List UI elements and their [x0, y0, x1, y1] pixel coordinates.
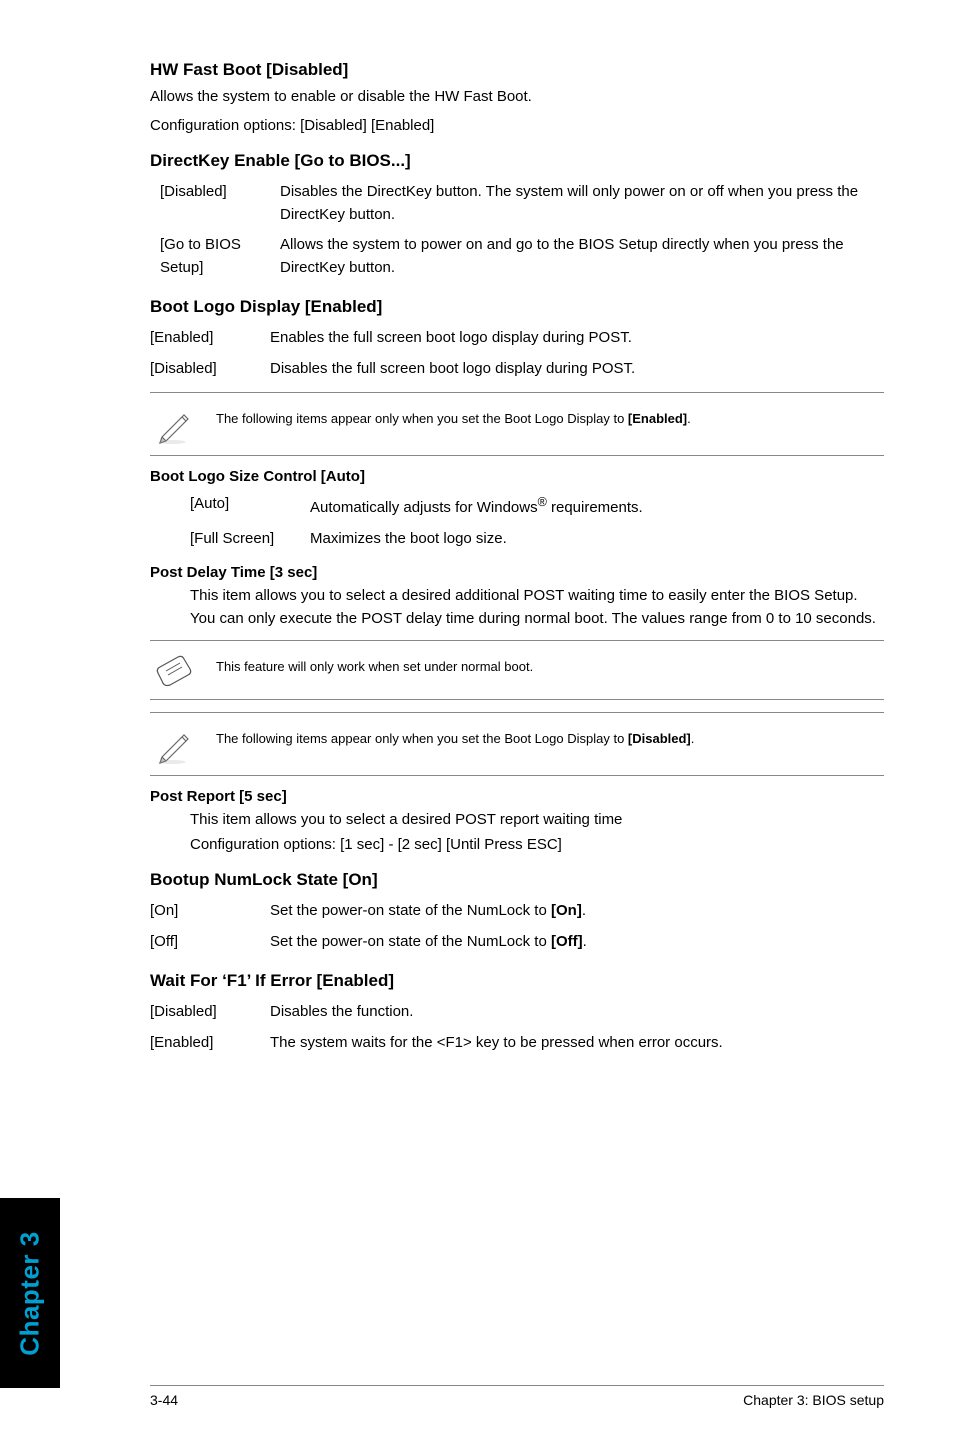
note-pencil: The following items appear only when you…	[150, 712, 884, 776]
table-row: [On] Set the power-on state of the NumLo…	[150, 896, 884, 927]
option-table: [Disabled] Disables the function. [Enabl…	[150, 997, 884, 1058]
pencil-icon	[150, 723, 200, 765]
table-row: [Full Screen] Maximizes the boot logo si…	[190, 524, 884, 555]
page-number: 3-44	[150, 1392, 178, 1408]
option-key: [Disabled]	[150, 354, 270, 385]
section-title: HW Fast Boot [Disabled]	[150, 60, 884, 80]
option-table: [On] Set the power-on state of the NumLo…	[150, 896, 884, 957]
body-text: Configuration options: [Disabled] [Enabl…	[150, 115, 884, 138]
option-value: Allows the system to power on and go to …	[280, 230, 884, 283]
hand-icon	[150, 651, 200, 689]
option-table: [Enabled] Enables the full screen boot l…	[150, 323, 884, 384]
option-value: Set the power-on state of the NumLock to…	[270, 896, 884, 927]
table-row: [Disabled] Disables the function.	[150, 997, 884, 1028]
table-row: [Enabled] Enables the full screen boot l…	[150, 323, 884, 354]
note-pencil: The following items appear only when you…	[150, 392, 884, 456]
section-title: Boot Logo Display [Enabled]	[150, 297, 884, 317]
pencil-icon	[150, 403, 200, 445]
table-row: [Auto] Automatically adjusts for Windows…	[190, 489, 884, 524]
table-row: [Off] Set the power-on state of the NumL…	[150, 927, 884, 958]
option-key: [Enabled]	[150, 1028, 270, 1059]
subsection-title: Boot Logo Size Control [Auto]	[150, 468, 884, 485]
body-text: This item allows you to select a desired…	[190, 809, 884, 832]
option-key: [Go to BIOS Setup]	[150, 230, 280, 283]
section-title: Wait For ‘F1’ If Error [Enabled]	[150, 971, 884, 991]
table-row: [Disabled] Disables the DirectKey button…	[150, 177, 884, 230]
option-key: [Off]	[150, 927, 270, 958]
option-key: [Full Screen]	[190, 524, 310, 555]
note-text: The following items appear only when you…	[216, 403, 691, 429]
option-value: Automatically adjusts for Windows® requi…	[310, 489, 884, 524]
option-value: Disables the full screen boot logo displ…	[270, 354, 884, 385]
option-key: [Auto]	[190, 489, 310, 524]
note-text: This feature will only work when set und…	[216, 651, 533, 677]
option-value: Disables the DirectKey button. The syste…	[280, 177, 884, 230]
page-footer: 3-44 Chapter 3: BIOS setup	[150, 1385, 884, 1408]
footer-title: Chapter 3: BIOS setup	[743, 1392, 884, 1408]
table-row: [Disabled] Disables the full screen boot…	[150, 354, 884, 385]
option-key: [On]	[150, 896, 270, 927]
option-key: [Enabled]	[150, 323, 270, 354]
option-value: Enables the full screen boot logo displa…	[270, 323, 884, 354]
option-key: [Disabled]	[150, 177, 280, 230]
option-table: [Disabled] Disables the DirectKey button…	[150, 177, 884, 283]
table-row: [Go to BIOS Setup] Allows the system to …	[150, 230, 884, 283]
option-value: Set the power-on state of the NumLock to…	[270, 927, 884, 958]
table-row: [Enabled] The system waits for the <F1> …	[150, 1028, 884, 1059]
subsection-title: Post Delay Time [3 sec]	[150, 564, 884, 581]
option-value: Disables the function.	[270, 997, 884, 1028]
body-text: Configuration options: [1 sec] - [2 sec]…	[190, 834, 884, 857]
chapter-tab: Chapter 3	[0, 1198, 60, 1388]
section-title: Bootup NumLock State [On]	[150, 870, 884, 890]
chapter-tab-label: Chapter 3	[15, 1231, 46, 1355]
subsection-title: Post Report [5 sec]	[150, 788, 884, 805]
option-value: The system waits for the <F1> key to be …	[270, 1028, 884, 1059]
note-hand: This feature will only work when set und…	[150, 640, 884, 700]
option-value: Maximizes the boot logo size.	[310, 524, 884, 555]
section-title: DirectKey Enable [Go to BIOS...]	[150, 151, 884, 171]
option-table: [Auto] Automatically adjusts for Windows…	[190, 489, 884, 554]
note-text: The following items appear only when you…	[216, 723, 694, 749]
body-text: This item allows you to select a desired…	[190, 585, 884, 630]
body-text: Allows the system to enable or disable t…	[150, 86, 884, 109]
option-key: [Disabled]	[150, 997, 270, 1028]
